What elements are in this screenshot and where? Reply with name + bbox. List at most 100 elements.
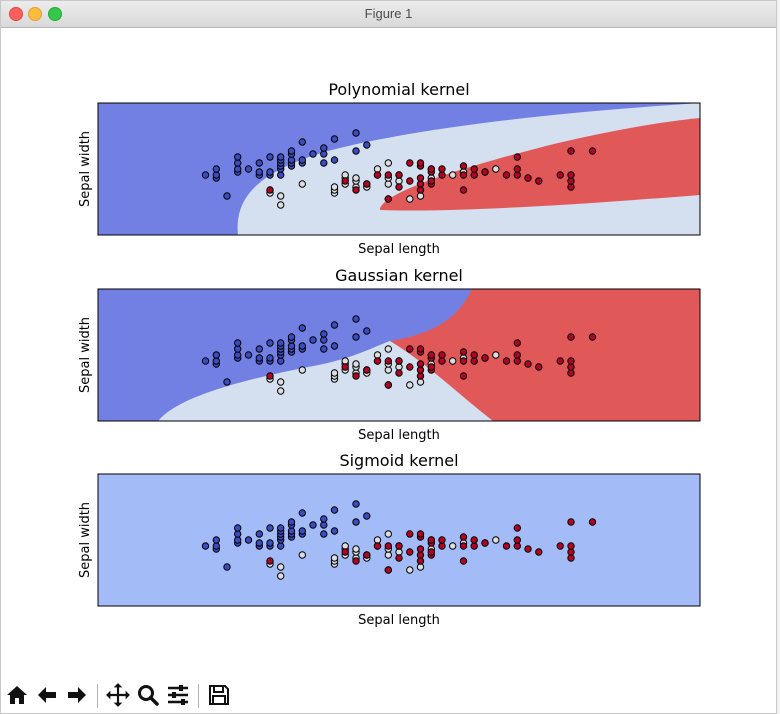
data-point bbox=[287, 342, 296, 350]
data-point bbox=[459, 171, 468, 179]
data-point bbox=[395, 357, 403, 365]
data-point bbox=[298, 156, 307, 164]
data-point bbox=[330, 506, 339, 514]
data-point bbox=[341, 357, 349, 365]
subplot-title: Gaussian kernel bbox=[335, 266, 463, 285]
data-point bbox=[459, 533, 468, 541]
data-point bbox=[373, 165, 382, 173]
data-point bbox=[341, 542, 349, 550]
data-point bbox=[287, 333, 296, 341]
minimize-window-button[interactable] bbox=[28, 7, 42, 21]
decision-region-background bbox=[98, 474, 700, 606]
data-point bbox=[341, 177, 349, 185]
data-point bbox=[567, 147, 575, 155]
data-point bbox=[309, 521, 317, 529]
data-point bbox=[416, 174, 425, 182]
data-point bbox=[363, 551, 371, 559]
data-point bbox=[427, 536, 435, 544]
data-point bbox=[567, 183, 575, 191]
background-window-edge bbox=[777, 0, 780, 714]
data-point bbox=[298, 324, 307, 332]
back-button[interactable] bbox=[33, 681, 61, 709]
zoom-window-button[interactable] bbox=[48, 7, 62, 21]
data-point bbox=[320, 336, 328, 344]
data-point bbox=[287, 147, 296, 155]
data-point bbox=[492, 536, 500, 544]
data-point bbox=[384, 171, 392, 179]
data-point bbox=[320, 530, 328, 538]
data-point bbox=[513, 536, 521, 544]
close-window-button[interactable] bbox=[9, 7, 23, 21]
data-point bbox=[556, 171, 564, 179]
data-point bbox=[459, 542, 468, 550]
data-point bbox=[255, 345, 264, 353]
data-point bbox=[384, 159, 392, 167]
data-point bbox=[277, 201, 285, 209]
data-point bbox=[234, 159, 242, 167]
data-point bbox=[513, 171, 521, 179]
data-point bbox=[287, 518, 296, 526]
data-point bbox=[384, 381, 392, 389]
data-point bbox=[320, 150, 328, 158]
data-point bbox=[352, 147, 360, 155]
data-point bbox=[588, 147, 597, 155]
data-point bbox=[481, 354, 489, 362]
zoom-button[interactable] bbox=[134, 681, 162, 709]
home-button[interactable] bbox=[3, 681, 31, 709]
data-point bbox=[384, 180, 392, 188]
data-point bbox=[384, 530, 392, 538]
configure-subplots-button[interactable] bbox=[164, 681, 192, 709]
data-point bbox=[438, 171, 446, 179]
data-point bbox=[266, 186, 274, 194]
data-point bbox=[395, 171, 403, 179]
decision-region bbox=[380, 118, 700, 211]
data-point bbox=[234, 165, 242, 173]
data-point bbox=[459, 357, 468, 365]
data-point bbox=[535, 548, 543, 556]
data-point bbox=[341, 363, 349, 371]
data-point bbox=[395, 363, 403, 371]
decision-region bbox=[390, 289, 700, 421]
data-point bbox=[459, 162, 468, 170]
home-icon bbox=[7, 686, 27, 704]
data-point bbox=[266, 339, 274, 347]
data-point bbox=[320, 515, 328, 523]
title-bar[interactable]: Figure 1 bbox=[1, 1, 776, 28]
data-point bbox=[524, 174, 532, 182]
data-point bbox=[470, 171, 478, 179]
navigation-toolbar bbox=[1, 678, 776, 713]
data-point bbox=[416, 551, 425, 559]
data-point bbox=[223, 378, 231, 386]
data-point bbox=[244, 536, 253, 544]
data-point bbox=[470, 351, 478, 359]
data-point bbox=[234, 524, 242, 532]
data-point bbox=[406, 530, 414, 538]
data-point bbox=[416, 186, 425, 194]
toolbar-separator bbox=[198, 684, 199, 708]
data-point bbox=[201, 357, 210, 365]
data-point bbox=[298, 342, 307, 350]
figure-canvas[interactable]: Polynomial kernel Sepal length Sepal width… bbox=[1, 28, 776, 678]
data-point bbox=[341, 171, 349, 179]
data-point bbox=[459, 372, 468, 380]
pan-button[interactable] bbox=[104, 681, 132, 709]
data-point bbox=[330, 369, 339, 377]
data-point bbox=[298, 366, 307, 374]
axes-frame bbox=[97, 473, 701, 607]
save-button[interactable] bbox=[205, 681, 233, 709]
data-point bbox=[395, 542, 403, 550]
data-point bbox=[352, 372, 360, 380]
data-point bbox=[298, 509, 307, 517]
forward-button[interactable] bbox=[63, 681, 91, 709]
data-point bbox=[266, 539, 274, 547]
data-point bbox=[352, 500, 360, 508]
data-point bbox=[416, 360, 425, 368]
data-point bbox=[244, 165, 253, 173]
data-point bbox=[459, 557, 468, 565]
data-point bbox=[427, 177, 435, 185]
data-point bbox=[513, 339, 521, 347]
data-point bbox=[492, 165, 500, 173]
data-point bbox=[255, 159, 264, 167]
data-point bbox=[352, 186, 360, 194]
data-point bbox=[384, 345, 392, 353]
